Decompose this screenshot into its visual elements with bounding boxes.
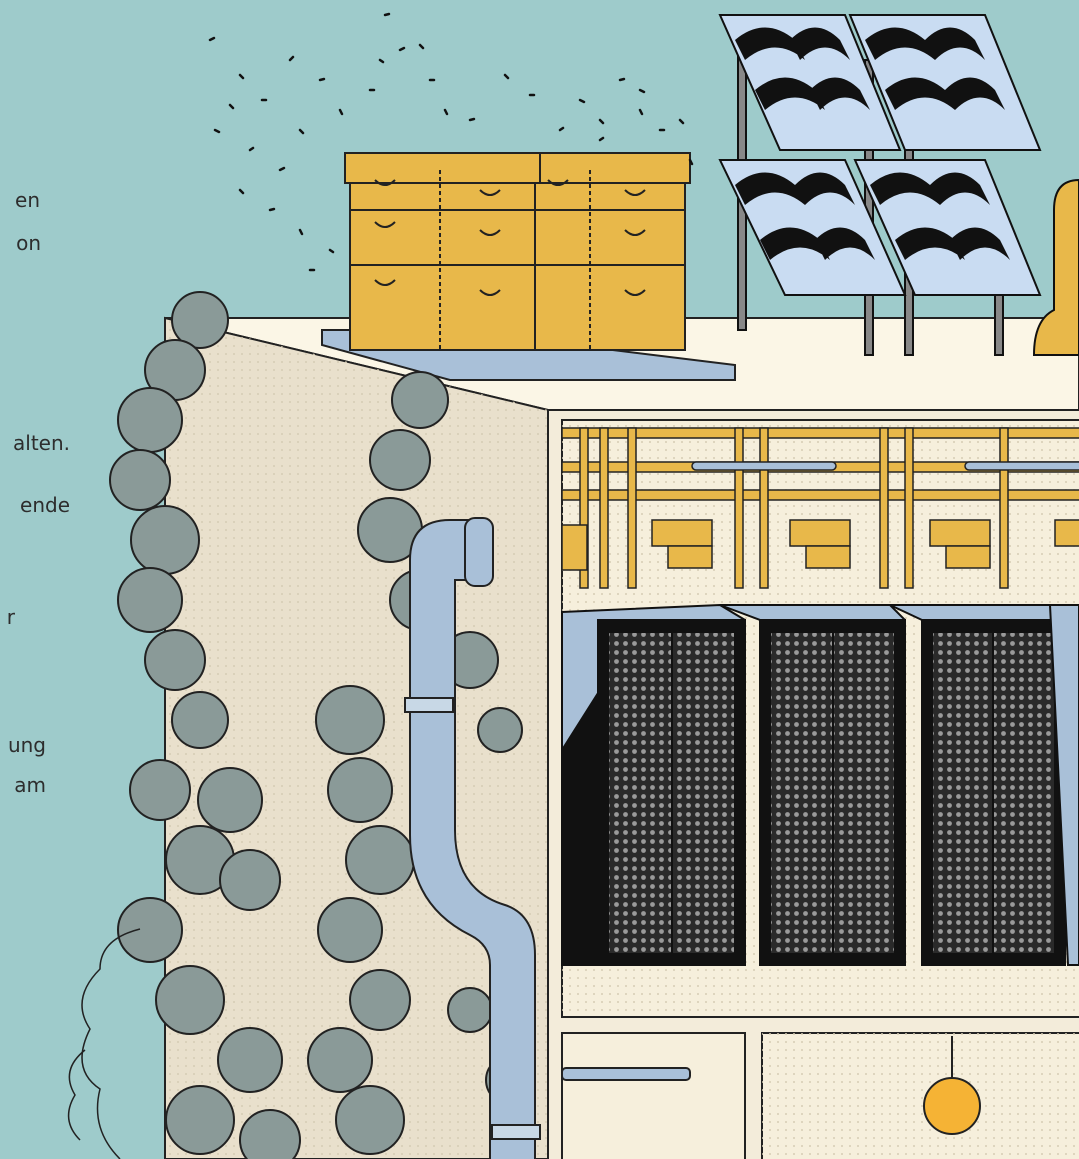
text-fragment: r bbox=[7, 605, 16, 629]
text-fragment: on bbox=[16, 231, 41, 255]
text-fragment: en bbox=[15, 188, 40, 212]
text-fragment: alten. bbox=[13, 431, 70, 455]
ivy bbox=[109, 291, 535, 1159]
ducts bbox=[561, 427, 1079, 589]
lamp bbox=[923, 1077, 981, 1135]
beehives bbox=[321, 152, 736, 381]
solar-panels bbox=[718, 14, 1079, 356]
text-fragment: am bbox=[14, 773, 46, 797]
server-racks bbox=[561, 603, 1079, 966]
bees bbox=[208, 12, 694, 272]
text-column: en on alten. ende r ung am bbox=[7, 188, 70, 797]
ivy-outline bbox=[67, 928, 141, 1159]
pipe bbox=[404, 517, 541, 1159]
text-fragment: ende bbox=[20, 493, 70, 517]
text-fragment: ung bbox=[8, 733, 46, 757]
